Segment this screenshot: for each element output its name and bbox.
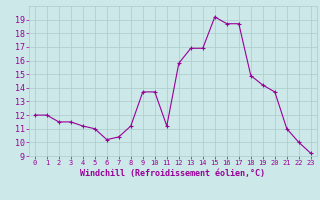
X-axis label: Windchill (Refroidissement éolien,°C): Windchill (Refroidissement éolien,°C)	[80, 169, 265, 178]
